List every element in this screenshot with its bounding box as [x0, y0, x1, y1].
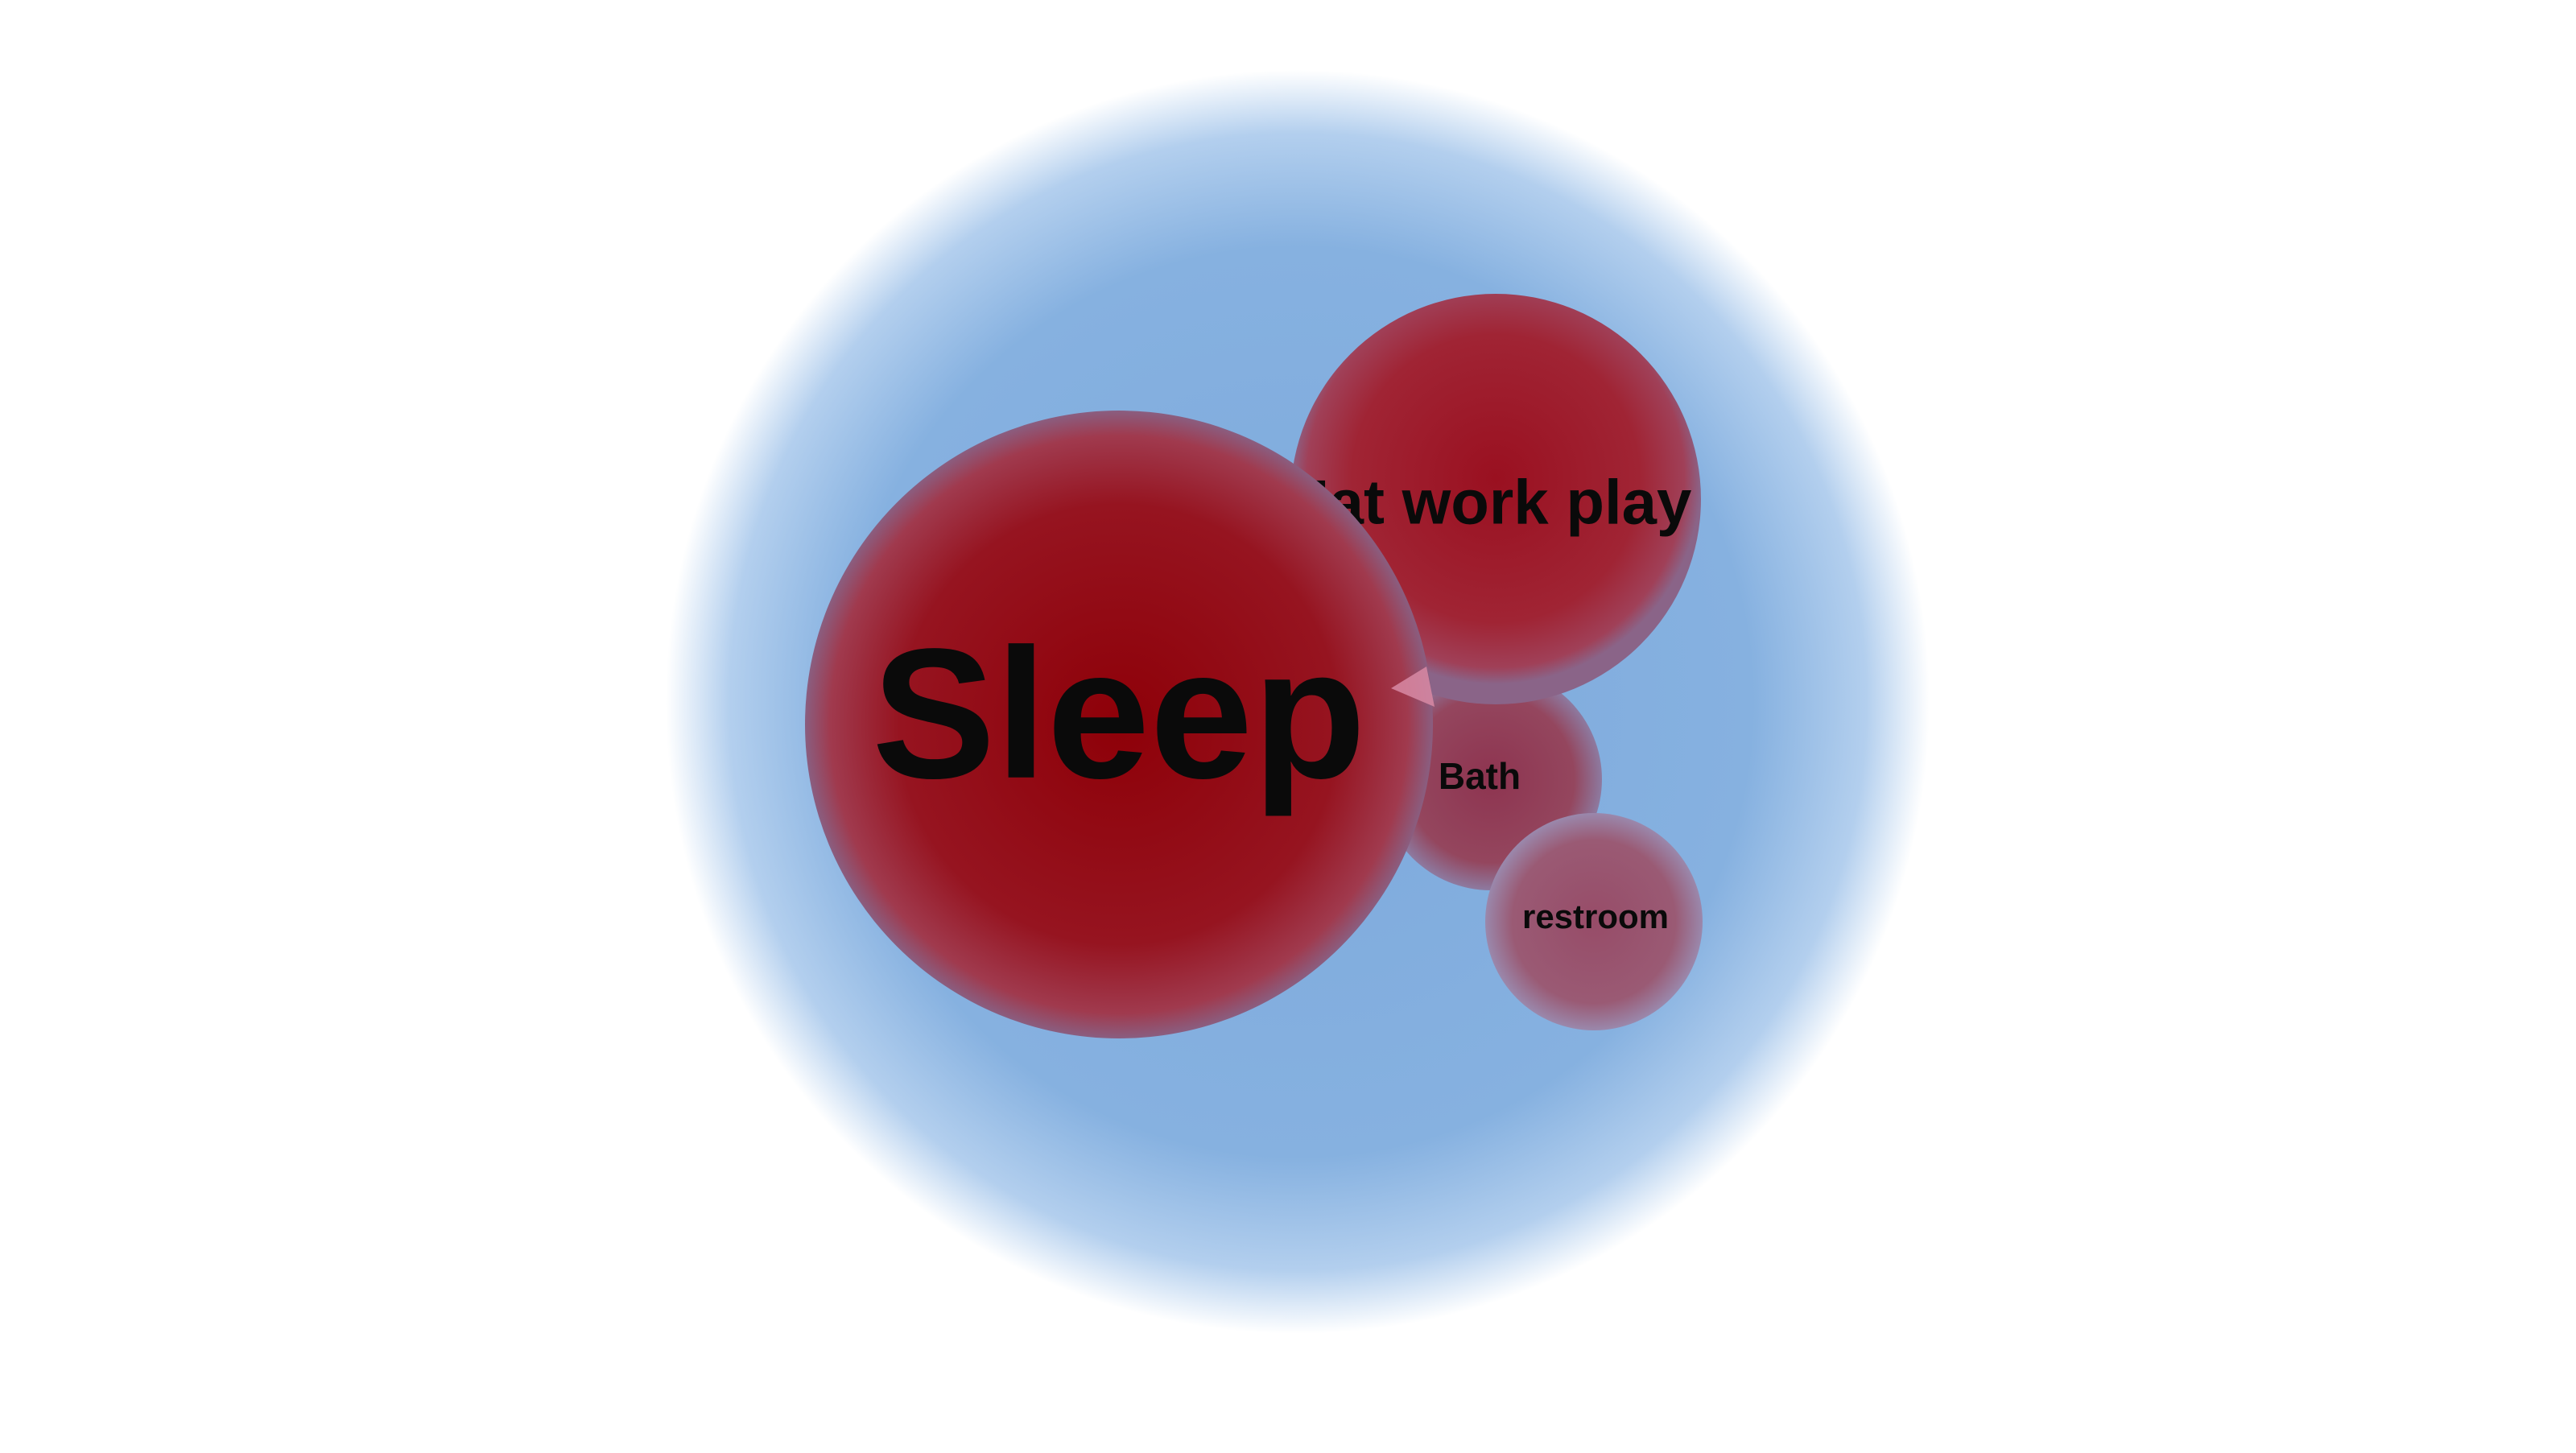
bubble-sleep[interactable]: Sleep	[805, 411, 1433, 1038]
restroom-label: restroom	[1522, 898, 1669, 935]
sleep-circle	[805, 411, 1433, 1038]
pointer-arrow-icon	[1391, 667, 1435, 707]
bubble-restroom[interactable]: restroom	[1485, 813, 1703, 1030]
sleep-label: Sleep	[872, 610, 1366, 817]
bath-label: Bath	[1439, 755, 1521, 797]
restroom-circle	[1485, 813, 1703, 1030]
